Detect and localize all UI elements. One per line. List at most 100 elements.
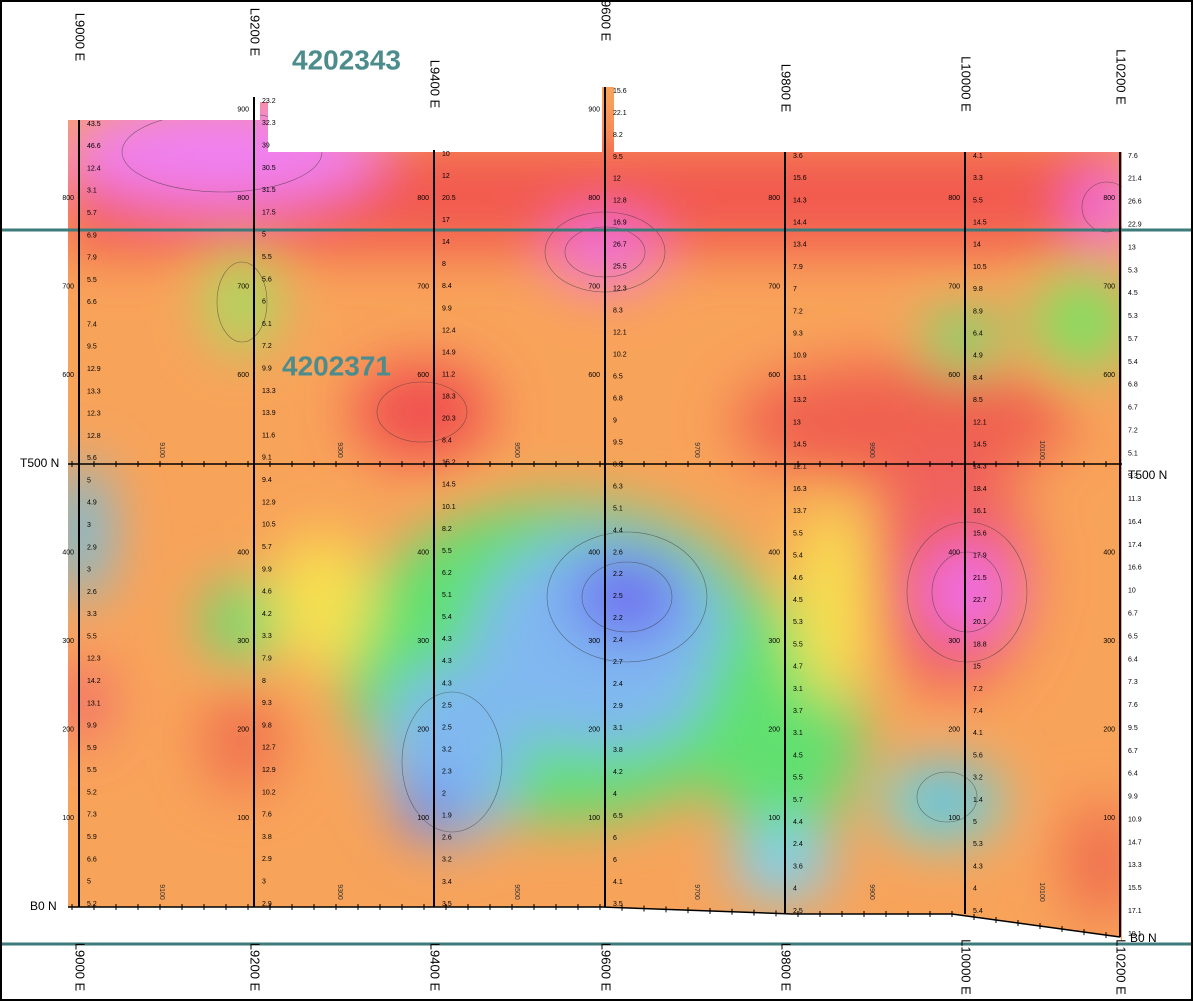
reading: 4.5 — [793, 597, 803, 604]
reading: 10.2 — [613, 352, 627, 359]
reading: 7.4 — [87, 321, 97, 328]
reading: 3.2 — [442, 857, 452, 864]
reading: 6.7 — [1128, 748, 1138, 755]
reading: 10.9 — [1128, 816, 1142, 823]
reading: 17 — [442, 217, 450, 224]
station-label: 600 — [768, 372, 780, 379]
reading: 2 — [442, 791, 446, 798]
reading: 6.7 — [1128, 405, 1138, 412]
reading: 12.8 — [87, 433, 101, 440]
station-label: 100 — [1103, 815, 1115, 822]
reading: 17.4 — [1128, 542, 1142, 549]
baseline-label: T500 N — [20, 456, 59, 470]
reading: 6.8 — [1128, 382, 1138, 389]
reading: 4.1 — [613, 879, 623, 886]
station-label: 300 — [417, 638, 429, 645]
reading: 5 — [87, 477, 91, 484]
reading: 7.6 — [262, 812, 272, 819]
reading: 22.9 — [1128, 221, 1142, 228]
reading: 13.1 — [87, 700, 101, 707]
line-label: L9400 E — [428, 943, 443, 992]
reading: 5.9 — [87, 745, 97, 752]
reading: 3.3 — [262, 633, 272, 640]
reading: 5.4 — [1128, 359, 1138, 366]
reading: 5.3 — [973, 841, 983, 848]
reading: 14.3 — [973, 464, 987, 471]
reading: 15.6 — [613, 88, 627, 95]
reading: 13.3 — [87, 388, 101, 395]
station-label: 600 — [948, 372, 960, 379]
reading: 4.2 — [262, 611, 272, 618]
station-label: 300 — [62, 638, 74, 645]
reading: 12.9 — [262, 499, 276, 506]
reading: 9.9 — [262, 566, 272, 573]
reading: 3.3 — [973, 175, 983, 182]
reading: 3.2 — [442, 746, 452, 753]
reading: 2.6 — [87, 589, 97, 596]
reading: 3.1 — [793, 730, 803, 737]
reading: 9.3 — [262, 700, 272, 707]
reading: 2.6 — [442, 835, 452, 842]
reading: 3 — [87, 522, 91, 529]
reading: 11.6 — [262, 432, 275, 439]
station-label: 100 — [62, 815, 74, 822]
reading: 6.6 — [87, 856, 97, 863]
reading: 4.4 — [793, 819, 803, 826]
reading: 16.3 — [793, 486, 807, 493]
reading: 2.7 — [613, 659, 623, 666]
chainage-label: 9700 — [693, 884, 700, 900]
reading: 6 — [613, 857, 617, 864]
reading: 12.9 — [262, 767, 276, 774]
reading: 10.5 — [973, 264, 987, 271]
station-label: 700 — [948, 284, 960, 291]
station-label: 800 — [1103, 195, 1115, 202]
reading: 10 — [1128, 588, 1136, 595]
reading: 6.1 — [262, 321, 272, 328]
reading: 1.9 — [442, 813, 452, 820]
line-label: L10200 E — [1114, 939, 1129, 995]
reading: 5.7 — [1128, 336, 1138, 343]
reading: 4 — [973, 886, 977, 893]
reading: 12.8 — [613, 198, 627, 205]
chainage-label: 10100 — [1038, 440, 1045, 460]
reading: 5.5 — [87, 277, 97, 284]
reading: 2.9 — [262, 901, 272, 908]
line-label: L9400 E — [428, 60, 443, 109]
reading: 5.7 — [262, 544, 272, 551]
reading: 5 — [262, 232, 266, 239]
reading: 14.2 — [87, 678, 101, 685]
reading: 6.4 — [1128, 771, 1138, 778]
reading: 4 — [793, 886, 797, 893]
station-label: 900 — [588, 106, 600, 113]
station-label: 800 — [237, 195, 249, 202]
reading: 31.5 — [262, 187, 276, 194]
reading: 2.5 — [442, 702, 452, 709]
reading: 16.9 — [613, 220, 627, 227]
reading: 7.2 — [793, 308, 803, 315]
reading: 3 — [262, 879, 266, 886]
reading: 19.1 — [1128, 931, 1142, 938]
reading: 8 — [442, 261, 446, 268]
reading: 9.9 — [1128, 794, 1138, 801]
station-label: 300 — [1103, 638, 1115, 645]
reading: 8.4 — [973, 375, 983, 382]
station-label: 400 — [237, 549, 249, 556]
reading: 12.3 — [87, 656, 101, 663]
reading: 9.4 — [262, 477, 272, 484]
line-label: L9800 E — [779, 943, 794, 992]
reading: 2.2 — [613, 615, 623, 622]
reading: 9.5 — [613, 439, 623, 446]
station-label: 100 — [768, 815, 780, 822]
contour-map: 4202343 4202371 T500 NT500 NB0 NB0 N9100… — [2, 2, 1191, 999]
station-label: 200 — [417, 727, 429, 734]
reading: 2.9 — [262, 856, 272, 863]
line-label: L9600 E — [599, 2, 614, 42]
reading: 7.6 — [1128, 702, 1138, 709]
reading: 5.4 — [793, 553, 803, 560]
station-label: 600 — [1103, 372, 1115, 379]
reading: 14 — [973, 242, 981, 249]
reading: 1.4 — [973, 797, 983, 804]
reading: 18.4 — [973, 486, 987, 493]
reading: 5.6 — [87, 455, 97, 462]
reading: 4.4 — [613, 527, 623, 534]
